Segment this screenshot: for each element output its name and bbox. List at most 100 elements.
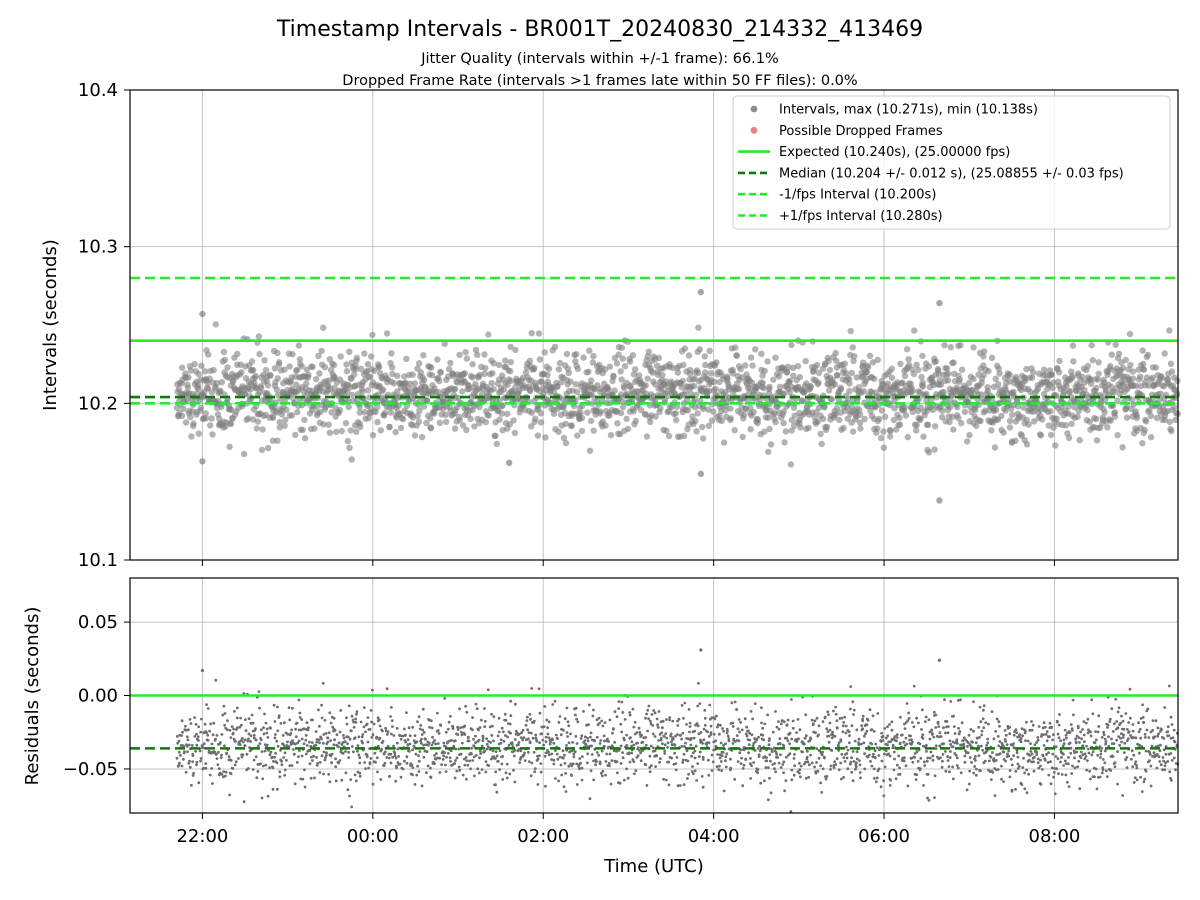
residual-point — [899, 715, 902, 719]
interval-point — [1025, 421, 1032, 428]
residual-point — [946, 731, 950, 735]
interval-outlier-point — [936, 497, 943, 504]
residual-point — [262, 764, 265, 768]
residual-point — [648, 754, 652, 758]
residual-point — [941, 753, 945, 756]
residual-point — [693, 756, 697, 760]
residual-point — [358, 756, 362, 760]
residual-point — [189, 722, 193, 725]
residual-point — [220, 753, 223, 757]
residual-point — [637, 746, 640, 749]
residual-point — [242, 692, 246, 695]
interval-point — [190, 420, 197, 427]
interval-point — [345, 403, 352, 411]
interval-point — [765, 448, 772, 456]
residual-point — [635, 731, 639, 734]
residual-point — [595, 718, 599, 722]
residual-point — [373, 751, 377, 755]
residual-point — [801, 750, 804, 754]
residual-point — [962, 744, 966, 748]
interval-point — [767, 441, 775, 448]
residual-point — [947, 725, 950, 728]
residual-point — [926, 756, 930, 760]
interval-point — [541, 349, 548, 356]
residual-point — [1019, 737, 1023, 740]
residual-point — [219, 756, 223, 760]
residual-point — [442, 741, 446, 745]
residual-point — [309, 744, 313, 748]
interval-point — [309, 363, 316, 370]
residual-point — [557, 779, 560, 783]
residual-point — [509, 731, 512, 735]
residual-point — [420, 742, 423, 745]
interval-point — [1153, 414, 1161, 422]
residual-point — [186, 738, 190, 742]
residual-point — [682, 783, 686, 787]
residual-point — [610, 759, 614, 762]
residual-point — [234, 740, 237, 743]
residual-point — [981, 717, 985, 721]
chart-legend: Intervals, max (10.271s), min (10.138s)P… — [732, 95, 1171, 230]
interval-point — [1039, 416, 1046, 423]
residual-point — [1010, 763, 1014, 767]
residual-point — [551, 703, 555, 706]
residual-point — [1064, 733, 1068, 737]
interval-point — [349, 391, 356, 399]
interval-point — [973, 422, 980, 429]
residual-point — [689, 743, 693, 747]
residual-point — [882, 779, 885, 783]
residual-point — [741, 784, 745, 788]
residual-point — [719, 741, 723, 745]
residual-point — [954, 753, 958, 757]
residual-point — [658, 733, 662, 736]
interval-point — [336, 406, 344, 414]
residual-point — [414, 752, 418, 756]
residual-point — [920, 728, 923, 731]
residual-point — [1007, 749, 1011, 753]
residual-point — [744, 758, 748, 761]
residual-point — [637, 726, 641, 730]
interval-point — [765, 414, 772, 421]
interval-point — [618, 344, 626, 351]
residual-point — [560, 773, 564, 777]
interval-point — [401, 373, 408, 380]
interval-point — [843, 370, 850, 377]
interval-point — [536, 356, 544, 363]
residual-point — [742, 763, 746, 767]
residual-point — [815, 716, 819, 720]
interval-point — [782, 428, 790, 435]
interval-point — [708, 417, 716, 424]
interval-point — [668, 404, 675, 411]
residual-point — [337, 745, 340, 749]
residual-point — [960, 721, 964, 725]
residual-point — [703, 716, 707, 720]
residual-point — [1063, 728, 1067, 732]
residual-point — [592, 708, 595, 712]
residual-point — [1064, 773, 1068, 777]
interval-point — [1023, 441, 1031, 448]
interval-point — [775, 373, 783, 380]
residual-point — [628, 713, 632, 717]
residual-point — [749, 710, 753, 713]
residual-point — [492, 715, 496, 719]
interval-point — [366, 373, 374, 380]
residual-point — [431, 741, 435, 744]
residual-point — [743, 717, 747, 721]
interval-point — [805, 424, 812, 432]
residual-point — [859, 776, 862, 780]
residual-point — [886, 734, 890, 738]
residual-point — [291, 706, 294, 710]
interval-point — [259, 426, 266, 433]
residual-point — [280, 763, 284, 767]
residual-point — [556, 737, 559, 740]
residual-point — [916, 760, 920, 763]
residual-point — [661, 726, 664, 730]
residual-point — [609, 782, 613, 786]
residual-point — [453, 739, 457, 743]
residual-point — [395, 766, 398, 770]
residual-point — [381, 729, 384, 733]
residual-point — [255, 776, 259, 780]
residual-point — [668, 718, 671, 722]
interval-point — [1129, 396, 1136, 403]
residual-point — [688, 725, 692, 728]
